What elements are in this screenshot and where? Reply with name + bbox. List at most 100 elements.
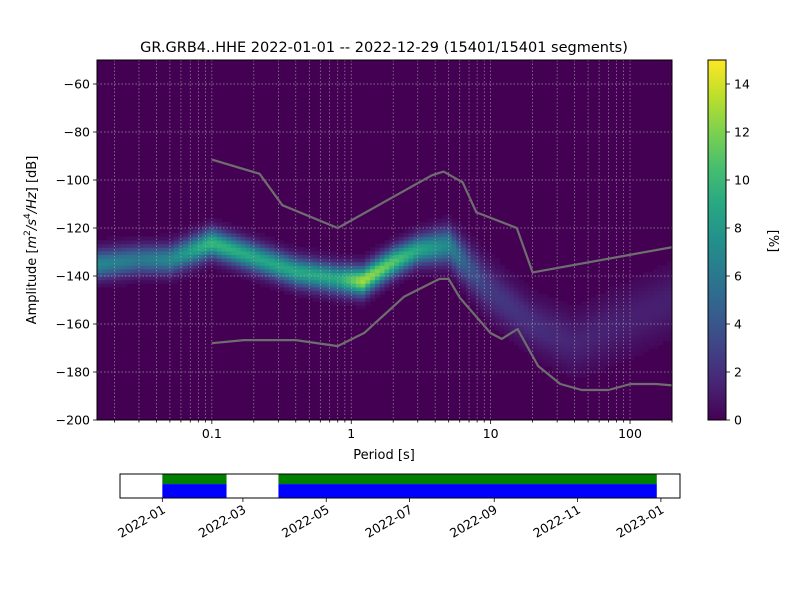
heatmap-cell: [288, 247, 295, 252]
heatmap-cell: [164, 272, 170, 277]
heatmap-cell: [298, 254, 304, 259]
heatmap-cell: [97, 243, 103, 248]
heatmap-cell: [408, 240, 414, 245]
heatmap-cell: [499, 330, 505, 335]
heatmap-cell: [523, 330, 529, 335]
heatmap-cell: [255, 236, 261, 241]
heatmap-cell: [566, 312, 572, 317]
heatmap-cell: [413, 261, 419, 266]
heatmap-cell: [667, 294, 672, 299]
heatmap-cell: [523, 301, 529, 306]
heatmap-cell: [221, 261, 227, 266]
heatmap-cell: [394, 236, 400, 241]
heatmap-cell: [446, 222, 453, 227]
heatmap-cell: [394, 247, 400, 252]
heatmap-cell: [504, 326, 510, 331]
heatmap-cell: [360, 265, 366, 270]
heatmap-cell: [394, 250, 400, 255]
heatmap-cell: [451, 276, 457, 281]
heatmap-cell: [259, 243, 266, 248]
heatmap-cell: [513, 330, 520, 335]
heatmap-cell: [346, 279, 352, 284]
heatmap-cell: [595, 312, 601, 317]
colorbar-tick-label: 0: [734, 413, 742, 428]
heatmap-cell: [279, 250, 285, 255]
heatmap-cell: [480, 312, 486, 317]
heatmap-cell: [537, 312, 544, 317]
heatmap-cell: [571, 308, 577, 313]
heatmap-cell: [571, 344, 577, 349]
heatmap-cell: [259, 240, 266, 245]
heatmap-cell: [638, 312, 644, 317]
heatmap-cell: [164, 258, 170, 263]
heatmap-cell: [168, 247, 175, 252]
heatmap-cell: [576, 337, 582, 342]
heatmap-cell: [504, 276, 510, 281]
heatmap-cell: [561, 333, 568, 338]
heatmap-cell: [542, 355, 549, 360]
heatmap-cell: [465, 297, 472, 302]
heatmap-cell: [408, 276, 414, 281]
heatmap-cell: [470, 283, 477, 288]
heatmap-cell: [355, 276, 362, 281]
heatmap-cell: [192, 232, 199, 237]
heatmap-cell: [456, 243, 462, 248]
heatmap-cell: [648, 276, 654, 281]
heatmap-cell: [370, 290, 376, 295]
heatmap-cell: [628, 344, 635, 349]
heatmap-cell: [120, 261, 127, 266]
heatmap-cell: [264, 265, 271, 270]
heatmap-cell: [240, 225, 247, 230]
heatmap-cell: [279, 283, 285, 288]
heatmap-cell: [465, 258, 472, 263]
heatmap-cell: [604, 330, 611, 335]
heatmap-cell: [576, 304, 582, 309]
heatmap-cell: [293, 290, 299, 295]
heatmap-cell: [643, 276, 649, 281]
heatmap-cell: [566, 355, 572, 360]
heatmap-cell: [240, 272, 247, 277]
heatmap-cell: [432, 218, 438, 223]
heatmap-cell: [461, 279, 467, 284]
heatmap-cell: [547, 297, 553, 302]
heatmap-cell: [283, 268, 290, 273]
heatmap-cell: [394, 243, 400, 248]
heatmap-cell: [633, 340, 640, 345]
heatmap-cell: [212, 232, 218, 237]
heatmap-cell: [135, 265, 141, 270]
heatmap-cell: [513, 276, 520, 281]
heatmap-cell: [264, 250, 271, 255]
heatmap-cell: [571, 319, 577, 324]
coverage-ok-bar: [162, 474, 227, 485]
colorbar-tick-label: 4: [734, 317, 742, 332]
heatmap-cell: [633, 312, 640, 317]
heatmap-cell: [465, 232, 472, 237]
heatmap-cell: [494, 326, 501, 331]
heatmap-cell: [504, 294, 510, 299]
heatmap-cell: [614, 351, 620, 356]
heatmap-cell: [216, 258, 223, 263]
heatmap-cell: [614, 322, 620, 327]
heatmap-cell: [279, 261, 285, 266]
y-tick-label: −100: [56, 173, 90, 188]
heatmap-cell: [499, 304, 505, 309]
heatmap-cell: [360, 272, 366, 277]
heatmap-cell: [235, 250, 242, 255]
heatmap-cell: [624, 344, 630, 349]
heatmap-cell: [418, 261, 424, 266]
heatmap-cell: [259, 279, 266, 284]
heatmap-cell: [609, 315, 616, 320]
colorbar-label: [%]: [765, 230, 780, 253]
heatmap-cell: [542, 337, 549, 342]
heatmap-cell: [154, 240, 160, 245]
heatmap-cell: [504, 304, 510, 309]
heatmap-cell: [580, 304, 587, 309]
heatmap-cell: [379, 247, 386, 252]
heatmap-cell: [432, 222, 438, 227]
heatmap-cell: [547, 362, 553, 367]
heatmap-cell: [360, 258, 366, 263]
heatmap-cell: [604, 358, 611, 363]
heatmap-cell: [513, 315, 520, 320]
heatmap-cell: [269, 258, 275, 263]
heatmap-cell: [576, 340, 582, 345]
